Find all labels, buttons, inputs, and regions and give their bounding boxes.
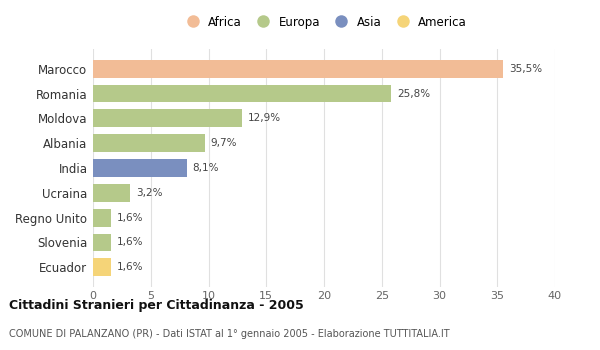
Bar	[93, 60, 503, 78]
Text: 9,7%: 9,7%	[211, 138, 238, 148]
Text: 1,6%: 1,6%	[117, 262, 144, 272]
Text: COMUNE DI PALANZANO (PR) - Dati ISTAT al 1° gennaio 2005 - Elaborazione TUTTITAL: COMUNE DI PALANZANO (PR) - Dati ISTAT al…	[9, 329, 449, 339]
Text: 1,6%: 1,6%	[117, 212, 144, 223]
Bar	[93, 233, 112, 251]
Bar	[93, 258, 112, 276]
Text: 35,5%: 35,5%	[509, 64, 542, 74]
Bar	[93, 184, 130, 202]
Text: 3,2%: 3,2%	[136, 188, 162, 198]
Text: 8,1%: 8,1%	[193, 163, 219, 173]
Legend: Africa, Europa, Asia, America: Africa, Europa, Asia, America	[178, 12, 470, 32]
Bar	[93, 85, 391, 103]
Text: 25,8%: 25,8%	[397, 89, 430, 99]
Text: 1,6%: 1,6%	[117, 237, 144, 247]
Text: Cittadini Stranieri per Cittadinanza - 2005: Cittadini Stranieri per Cittadinanza - 2…	[9, 299, 304, 312]
Bar	[93, 159, 187, 177]
Bar	[93, 110, 242, 127]
Text: 12,9%: 12,9%	[248, 113, 281, 124]
Bar	[93, 209, 112, 226]
Bar	[93, 134, 205, 152]
